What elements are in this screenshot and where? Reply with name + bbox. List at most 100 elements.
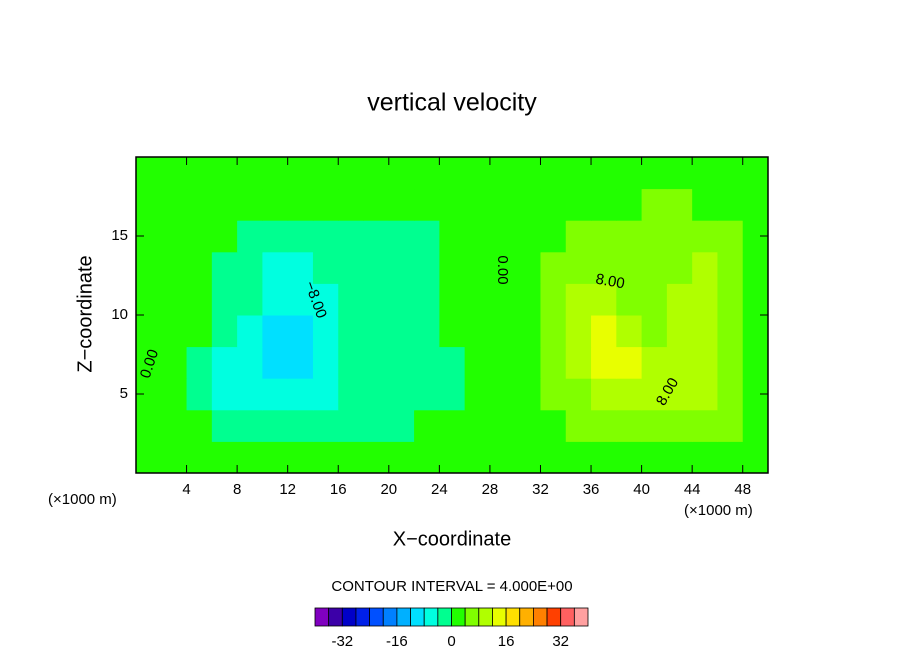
colorbar-box — [492, 607, 507, 627]
contour-cell — [161, 188, 188, 221]
contour-cell — [161, 251, 188, 284]
contour-cell — [186, 315, 213, 348]
contour-cell — [666, 409, 693, 442]
contour-cell — [692, 441, 718, 474]
contour-cell — [312, 441, 339, 474]
contour-cell — [161, 378, 188, 411]
contour-cell — [186, 346, 213, 379]
contour-cell — [666, 346, 693, 379]
contour-cell — [489, 251, 516, 284]
contour-cell — [717, 441, 744, 474]
contour-cell — [262, 441, 289, 474]
contour-cell — [363, 188, 390, 221]
contour-cell — [136, 441, 162, 474]
contour-cell — [540, 283, 567, 316]
contour-cell — [186, 378, 213, 411]
x-tick-label: 48 — [734, 481, 751, 498]
contour-cell — [464, 346, 491, 379]
contour-cell — [312, 283, 339, 316]
contour-cell — [388, 251, 415, 284]
contour-cell — [565, 220, 592, 253]
contour-cell — [692, 378, 718, 411]
colorbar-tick-label: 0 — [447, 633, 455, 650]
contour-cell — [262, 157, 289, 190]
contour-cell — [666, 283, 693, 316]
contour-cell — [388, 315, 415, 348]
contour-cell — [489, 441, 516, 474]
contour-cell — [641, 251, 668, 284]
contour-cell — [312, 315, 339, 348]
colorbar-box — [560, 607, 575, 627]
contour-cell — [666, 315, 693, 348]
contour-cell — [439, 409, 466, 442]
contour-cell — [388, 188, 415, 221]
contour-cell — [262, 315, 289, 348]
colorbar-box — [437, 607, 452, 627]
contour-cell — [237, 409, 263, 442]
contour-cell — [515, 220, 541, 253]
contour-cell — [591, 220, 617, 253]
colorbar-box — [519, 607, 534, 627]
contour-cell — [363, 346, 390, 379]
contour-cell — [515, 315, 541, 348]
colorbar-box — [355, 607, 371, 627]
contour-cell — [742, 251, 769, 284]
contour-cell — [186, 441, 213, 474]
contour-cell — [591, 157, 617, 190]
colorbar-tick-label: -16 — [386, 633, 408, 650]
contour-cell — [565, 378, 592, 411]
contour-cell — [136, 346, 162, 379]
contour-cell — [641, 188, 668, 221]
contour-cell — [262, 283, 289, 316]
contour-cell — [515, 409, 541, 442]
contour-cell — [641, 283, 668, 316]
contour-cell — [338, 283, 365, 316]
x-tick-label: 4 — [182, 481, 190, 498]
contour-cell — [414, 409, 440, 442]
contour-cell — [439, 346, 466, 379]
contour-cell — [616, 251, 643, 284]
contour-cell — [540, 346, 567, 379]
contour-cell — [439, 157, 466, 190]
contour-cell — [717, 157, 744, 190]
contour-cell — [211, 283, 238, 316]
contour-cell — [312, 251, 339, 284]
contour-cell — [388, 283, 415, 316]
contour-cell — [717, 283, 744, 316]
contour-cell — [211, 251, 238, 284]
contour-cell — [338, 315, 365, 348]
y-tick-label: 5 — [120, 385, 128, 402]
colorbar-box — [328, 607, 343, 627]
contour-cell — [237, 346, 263, 379]
contour-cell — [591, 283, 617, 316]
contour-cell — [338, 409, 365, 442]
contour-cell — [237, 378, 263, 411]
contour-cell — [338, 441, 365, 474]
contour-cell — [237, 188, 263, 221]
contour-cell — [388, 157, 415, 190]
contour-cell — [515, 188, 541, 221]
contour-cell — [161, 157, 188, 190]
contour-cell — [161, 315, 188, 348]
contour-cell — [717, 188, 744, 221]
contour-cell — [464, 251, 491, 284]
contour-cell — [515, 346, 541, 379]
contour-cell — [262, 251, 289, 284]
contour-cell — [211, 378, 238, 411]
contour-cell — [363, 251, 390, 284]
contour-cell — [211, 157, 238, 190]
contour-cell — [641, 346, 668, 379]
x-unit-label: (×1000 m) — [684, 502, 753, 519]
contour-cell — [388, 378, 415, 411]
x-tick-label: 36 — [583, 481, 600, 498]
contour-cell — [287, 157, 314, 190]
colorbar-box — [533, 607, 548, 627]
contour-cell — [489, 346, 516, 379]
contour-cell — [540, 441, 567, 474]
contour-cell — [414, 346, 440, 379]
contour-cell — [262, 346, 289, 379]
contour-cell — [237, 283, 263, 316]
y-unit-label: (×1000 m) — [48, 491, 117, 508]
contour-cell — [136, 409, 162, 442]
contour-cell — [262, 220, 289, 253]
